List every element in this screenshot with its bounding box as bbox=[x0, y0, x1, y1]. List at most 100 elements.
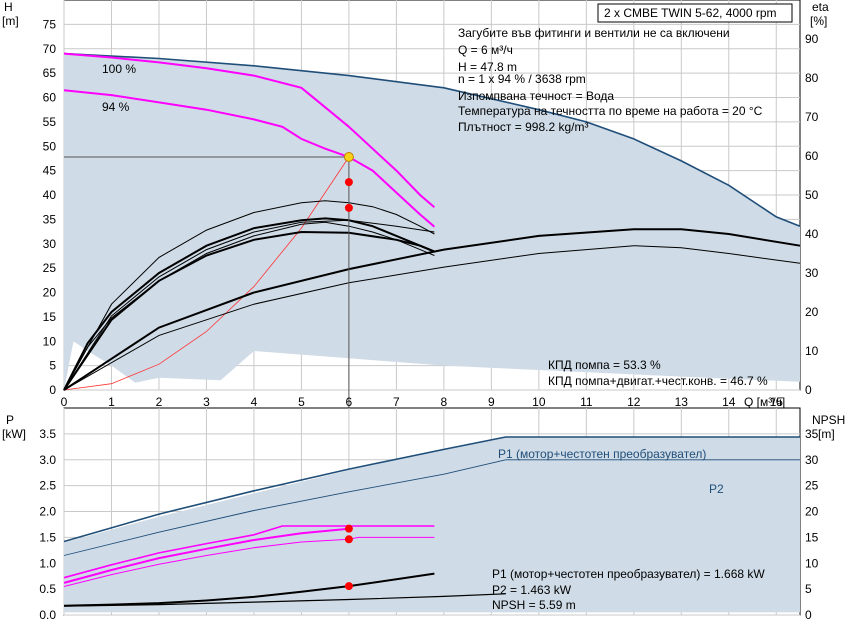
y2-tick-label: 5 bbox=[805, 582, 812, 596]
curve-max bbox=[63, 52, 801, 227]
curve-system bbox=[63, 156, 350, 391]
x-tick-label: 4 bbox=[251, 395, 258, 409]
x-tick-label: 8 bbox=[441, 395, 448, 409]
y2-tick-label: 25 bbox=[805, 479, 819, 493]
bottom-y-unit: [kW] bbox=[2, 427, 26, 441]
x-tick-label: 1 bbox=[108, 395, 115, 409]
y-tick-label: 45 bbox=[43, 164, 57, 178]
eff-line: КПД помпа = 53.3 % bbox=[548, 358, 661, 372]
y2-tick-label: 0 bbox=[805, 383, 812, 397]
power-point-marker bbox=[344, 535, 353, 544]
info-line: Q = 6 м³/ч bbox=[458, 43, 513, 57]
y2-tick-label: 20 bbox=[805, 305, 819, 319]
bottom-y2-unit: [m] bbox=[818, 427, 835, 441]
series-p2 bbox=[63, 459, 800, 556]
bottom-info-line: P1 (мотор+честотен преобразувател) = 1.6… bbox=[492, 567, 765, 581]
bottom-info-line: NPSH = 5.59 m bbox=[492, 598, 576, 612]
y-tick-label: 10 bbox=[43, 334, 57, 348]
y2-tick-label: 35 bbox=[805, 427, 819, 441]
y-tick-label: 65 bbox=[43, 66, 57, 80]
y-tick-label: 75 bbox=[43, 17, 57, 31]
chart-title: 2 x CMBE TWIN 5-62, 4000 rpm bbox=[604, 6, 777, 20]
curve-eta-1 bbox=[63, 217, 435, 391]
y2-tick-label: 15 bbox=[805, 530, 819, 544]
curve-eta-3 bbox=[63, 219, 435, 391]
p2-series-label: P2 bbox=[709, 482, 724, 496]
y-tick-label: 3.0 bbox=[39, 453, 56, 467]
y-tick-label: 0.5 bbox=[39, 582, 56, 596]
curve-eta-4 bbox=[63, 230, 435, 391]
info-line: n = 1 x 94 % / 3638 rpm bbox=[458, 72, 586, 86]
series-npsh-2 bbox=[63, 593, 506, 607]
y-tick-label: 5 bbox=[49, 359, 56, 373]
bottom-envelope bbox=[64, 436, 800, 613]
y2-tick-label: 10 bbox=[805, 556, 819, 570]
y-tick-label: 1.5 bbox=[39, 530, 56, 544]
top-y2-label: eta bbox=[812, 0, 829, 14]
curve-eta-peak bbox=[63, 200, 435, 391]
x-tick-label: 6 bbox=[346, 395, 353, 409]
info-line: Загубите във фитинги и вентили не са вкл… bbox=[458, 26, 730, 40]
x-tick-label: 14 bbox=[722, 395, 736, 409]
y-tick-label: 55 bbox=[43, 115, 57, 129]
top-y-unit: [m] bbox=[2, 14, 19, 28]
y-tick-label: 70 bbox=[43, 42, 57, 56]
top-y-label: H bbox=[4, 0, 13, 14]
y-tick-label: 3.5 bbox=[39, 427, 56, 441]
info-line: Плътност = 998.2 kg/m³ bbox=[458, 120, 588, 134]
bottom-info-block: P1 (мотор+честотен преобразувател) = 1.6… bbox=[492, 567, 765, 612]
y-tick-label: 60 bbox=[43, 91, 57, 105]
y2-tick-label: 10 bbox=[805, 344, 819, 358]
top-x-label: Q [м³/ч] bbox=[744, 395, 785, 409]
series-p1- bbox=[63, 436, 800, 543]
top-y2-unit: [%] bbox=[810, 14, 827, 28]
x-tick-label: 12 bbox=[627, 395, 641, 409]
x-tick-label: 11 bbox=[580, 395, 593, 409]
power-envelope bbox=[64, 436, 800, 613]
y2-tick-label: 0 bbox=[805, 608, 812, 622]
y2-tick-label: 20 bbox=[805, 505, 819, 519]
bottom-axes: 0.0 0.5 1.0 1.5 2.0 2.5 3.0 3.5 0 5 10 15 20 25 30 35 bbox=[39, 427, 818, 622]
power-point-marker bbox=[344, 582, 353, 591]
y-tick-label: 0 bbox=[49, 383, 56, 397]
x-tick-label: 2 bbox=[156, 395, 163, 409]
curve-eta-6 bbox=[63, 245, 801, 391]
curve-eta-5 bbox=[63, 228, 801, 391]
efficiency-info: КПД помпа = 53.3 % КПД помпа+двигат.+чес… bbox=[548, 358, 768, 388]
y-tick-label: 30 bbox=[43, 237, 57, 251]
y2-tick-label: 30 bbox=[805, 266, 819, 280]
duty-point-marker bbox=[343, 151, 354, 162]
x-tick-label: 3 bbox=[203, 395, 210, 409]
x-tick-label: 5 bbox=[298, 395, 305, 409]
bottom-y-label: P bbox=[6, 413, 14, 427]
y-tick-label: 20 bbox=[43, 286, 57, 300]
bottom-y2-label: NPSH bbox=[812, 413, 845, 427]
curve-label-94: 94 % bbox=[102, 100, 130, 114]
y2-tick-label: 60 bbox=[805, 149, 819, 163]
y2-tick-label: 50 bbox=[805, 188, 819, 202]
top-info-block: Загубите във фитинги и вентили не са вкл… bbox=[458, 26, 763, 134]
curve-100- bbox=[63, 52, 436, 208]
y-tick-label: 15 bbox=[43, 310, 57, 324]
series-p1-100 bbox=[63, 525, 435, 579]
bottom-info-line: P2 = 1.463 kW bbox=[492, 583, 572, 597]
curve-label-100: 100 % bbox=[102, 62, 136, 76]
series-npsh-1 bbox=[63, 572, 435, 607]
series-p1-94 bbox=[63, 527, 349, 584]
y-tick-label: 2.0 bbox=[39, 505, 56, 519]
series-p2-94 bbox=[63, 536, 435, 587]
info-line: Температура на течността по време на раб… bbox=[458, 104, 763, 118]
y-tick-label: 1.0 bbox=[39, 556, 56, 570]
x-tick-label: 10 bbox=[532, 395, 546, 409]
info-line: H = 47.8 m bbox=[458, 60, 517, 74]
top-axes: 0 1 2 3 4 5 6 7 8 9 10 11 12 13 14 15051015202530354045… bbox=[43, 17, 819, 409]
y-tick-label: 25 bbox=[43, 261, 57, 275]
y-tick-label: 0.0 bbox=[39, 608, 56, 622]
y-tick-label: 50 bbox=[43, 139, 57, 153]
y2-tick-label: 90 bbox=[805, 32, 819, 46]
x-tick-label: 0 bbox=[61, 395, 68, 409]
title-box bbox=[597, 3, 793, 23]
power-point-marker bbox=[344, 524, 353, 533]
x-tick-label: 7 bbox=[393, 395, 400, 409]
